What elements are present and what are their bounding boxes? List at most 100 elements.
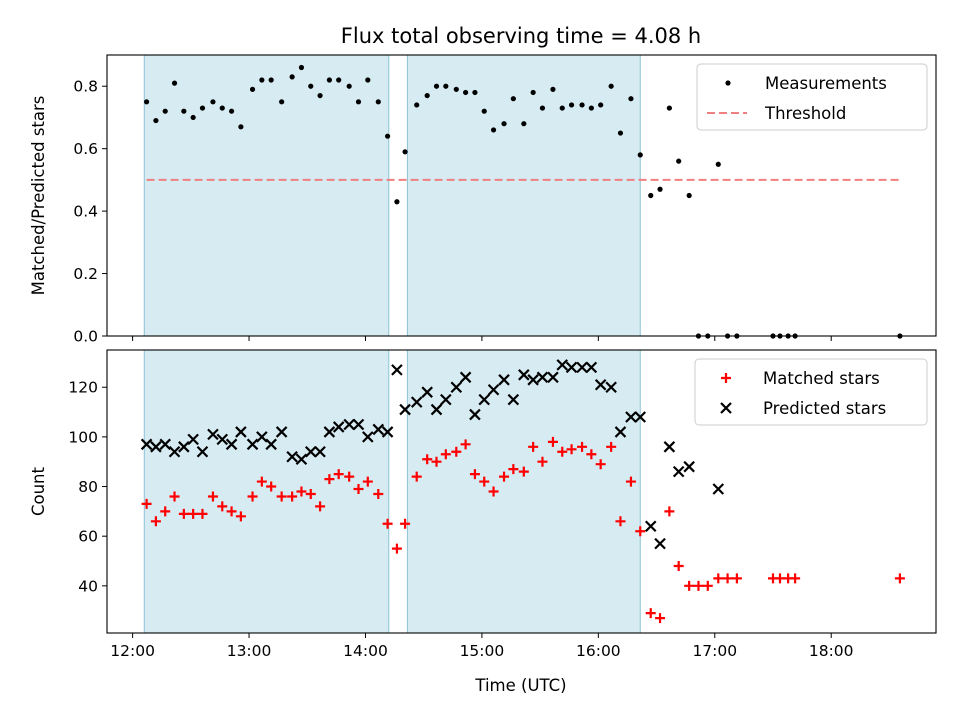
data-point-ratio-0-25 [385, 133, 391, 139]
data-point-ratio-0-33 [463, 89, 469, 96]
data-point-counts-0-66 [894, 573, 905, 584]
data-point-counts-1-48 [605, 381, 617, 394]
data-point-counts-0-6 [197, 508, 208, 519]
data-point-counts-1-12 [256, 431, 268, 443]
data-point-counts-1-39 [518, 369, 530, 381]
data-point-ratio-0-37 [501, 121, 507, 127]
data-point-counts-1-42 [547, 371, 559, 384]
data-point-counts-1-3 [168, 446, 181, 458]
data-point-counts-0-56 [684, 580, 695, 591]
data-point-ratio-0-46 [588, 105, 594, 111]
data-point-counts-0-17 [305, 488, 316, 499]
data-point-ratio-0-56 [686, 192, 692, 199]
data-point-counts-1-13 [265, 438, 277, 451]
data-point-counts-0-19 [324, 474, 335, 485]
y-tick-label-ratio-1: 0.2 [73, 265, 98, 283]
data-point-ratio-0-39 [521, 121, 527, 127]
data-point-counts-0-47 [595, 459, 606, 470]
data-point-ratio-0-42 [550, 86, 556, 92]
y-tick-label-ratio-3: 0.6 [73, 140, 98, 158]
data-point-counts-0-31 [440, 449, 451, 460]
data-point-counts-1-26 [391, 364, 403, 376]
y-tick-label-counts-4: 120 [68, 379, 98, 397]
data-point-counts-0-23 [362, 476, 373, 487]
data-point-ratio-0-34 [472, 89, 478, 96]
data-point-ratio-0-23 [365, 77, 371, 83]
data-point-counts-0-27 [400, 518, 411, 529]
data-point-counts-1-34 [469, 408, 481, 421]
data-point-ratio-0-5 [190, 114, 196, 121]
data-point-counts-0-45 [577, 441, 588, 452]
data-point-counts-1-51 [634, 411, 647, 423]
data-point-ratio-0-28 [414, 102, 420, 108]
data-point-counts-0-58 [702, 580, 713, 591]
data-point-counts-1-17 [304, 446, 317, 458]
series-ratio-0 [143, 64, 903, 339]
data-point-ratio-0-18 [317, 92, 323, 99]
data-point-counts-0-26 [391, 543, 402, 554]
legend-counts: Matched stars Predicted stars [694, 358, 928, 426]
data-point-counts-1-24 [372, 423, 385, 436]
legend-marker-counts-1 [720, 402, 732, 414]
data-point-ratio-0-38 [510, 96, 516, 102]
data-point-ratio-0-50 [628, 96, 634, 102]
data-point-counts-1-9 [225, 438, 238, 451]
data-point-counts-1-57 [712, 483, 725, 495]
data-point-counts-1-56 [683, 460, 695, 473]
data-point-counts-0-50 [625, 476, 636, 487]
data-point-ratio-0-19 [326, 77, 332, 83]
data-point-counts-1-4 [178, 441, 190, 453]
series-counts-0 [141, 436, 905, 624]
data-point-ratio-0-53 [657, 186, 663, 192]
panel-ratio: 0.0 0.2 0.4 0.6 0.8 Matched/Predicted stars Me… [29, 54, 937, 346]
data-point-counts-1-20 [332, 421, 345, 433]
data-point-counts-0-42 [547, 436, 558, 447]
data-point-counts-0-10 [235, 511, 246, 522]
legend-label-counts-1: Predicted stars [763, 399, 886, 418]
observing-window-ratio-0 [143, 54, 390, 337]
chart-title: Flux total observing time = 4.08 h [341, 24, 701, 48]
data-point-counts-0-30 [431, 456, 442, 467]
data-point-counts-0-8 [217, 501, 228, 512]
data-point-counts-0-36 [488, 486, 499, 497]
data-point-counts-0-22 [353, 484, 364, 495]
data-point-counts-0-61 [731, 573, 742, 584]
data-point-counts-0-51 [635, 526, 646, 537]
y-tick-label-ratio-2: 0.4 [73, 203, 98, 221]
data-point-counts-0-33 [460, 439, 471, 450]
data-point-ratio-0-8 [219, 105, 225, 111]
data-point-counts-1-36 [487, 383, 500, 396]
data-point-counts-1-38 [507, 393, 520, 406]
data-point-counts-0-29 [422, 454, 433, 465]
data-point-counts-0-37 [499, 471, 510, 482]
y-tick-label-counts-1: 60 [78, 528, 98, 546]
data-point-counts-0-60 [722, 573, 733, 584]
x-tick-label-5: 17:00 [692, 642, 737, 660]
legend-label-counts-0: Matched stars [763, 369, 880, 388]
x-tick-label-0: 12:00 [110, 642, 155, 660]
data-point-counts-0-4 [178, 508, 189, 519]
data-point-counts-1-45 [576, 361, 588, 374]
data-point-counts-1-22 [352, 418, 365, 431]
data-point-ratio-0-49 [617, 130, 624, 136]
data-point-ratio-0-24 [375, 99, 381, 105]
y-tick-label-counts-2: 80 [78, 478, 98, 496]
data-point-ratio-0-3 [171, 80, 178, 86]
data-point-ratio-0-6 [199, 105, 206, 111]
data-point-ratio-0-59 [715, 161, 721, 167]
data-point-counts-0-52 [645, 608, 656, 619]
data-point-counts-0-11 [247, 491, 258, 502]
data-point-ratio-0-52 [648, 192, 654, 199]
data-point-ratio-0-21 [346, 83, 352, 89]
data-point-counts-0-14 [276, 491, 287, 502]
data-point-counts-1-23 [362, 431, 374, 443]
data-point-counts-1-25 [381, 426, 394, 438]
legend-marker-counts-0 [721, 373, 731, 383]
data-point-counts-0-24 [373, 488, 384, 499]
data-point-counts-0-39 [518, 466, 529, 477]
data-point-counts-0-35 [479, 476, 490, 487]
data-point-counts-0-48 [606, 441, 617, 452]
data-point-counts-0-59 [713, 573, 724, 584]
data-point-counts-0-3 [169, 491, 180, 502]
data-point-counts-0-34 [469, 469, 480, 480]
